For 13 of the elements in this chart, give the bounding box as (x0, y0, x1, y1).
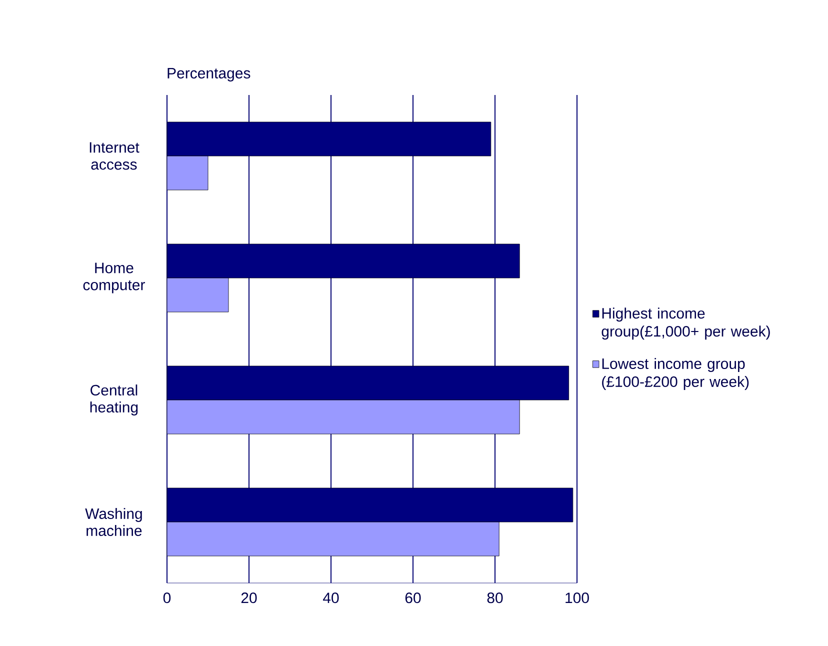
legend-label: Lowest income group (£100-£200 per week) (602, 358, 749, 390)
x-tick-label: 20 (241, 592, 257, 604)
x-tick-label: 100 (566, 592, 589, 604)
x-axis-title: Percentages (168, 68, 250, 82)
y-tick-label: Central heating (90, 384, 138, 416)
x-tick-label: 0 (163, 592, 171, 604)
legend-label: Highest income group(£1,000+ per week) (602, 308, 770, 340)
x-tick-label: 60 (405, 592, 421, 604)
x-tick-label: 80 (487, 592, 503, 604)
y-tick-label: Home computer (83, 262, 145, 294)
y-tick-label: Washing machine (85, 508, 142, 536)
y-tick-label: Internet access (90, 142, 140, 170)
x-tick-label: 40 (323, 592, 339, 604)
